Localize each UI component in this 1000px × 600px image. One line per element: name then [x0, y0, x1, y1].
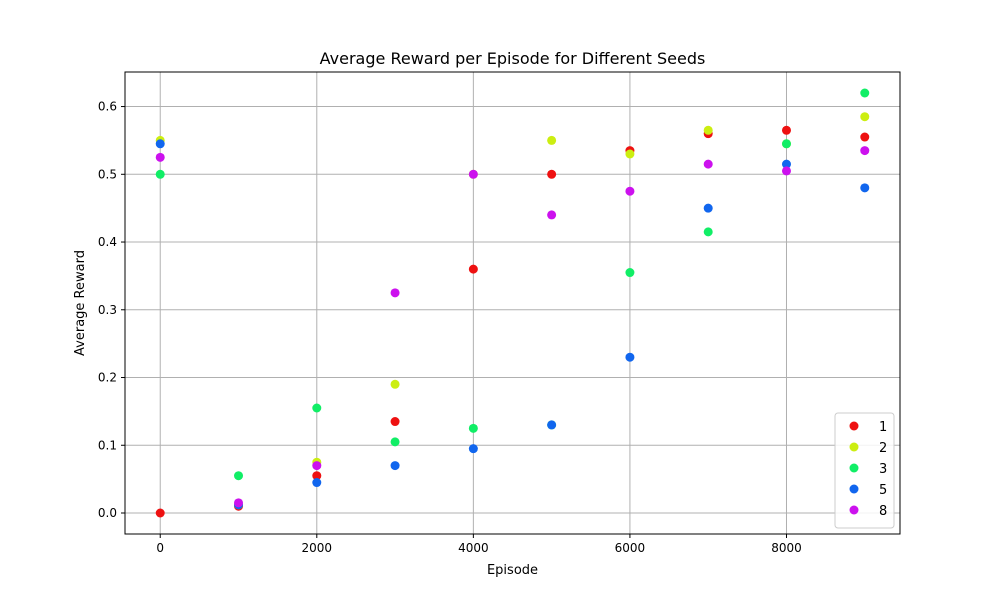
data-point — [390, 288, 400, 298]
x-tick-label: 2000 — [302, 541, 333, 555]
data-point — [390, 379, 400, 389]
y-tick-label: 0.2 — [98, 371, 117, 385]
x-axis-label: Episode — [487, 563, 538, 578]
data-point — [625, 149, 635, 159]
legend-item: 8 — [849, 504, 887, 519]
data-point — [547, 420, 557, 430]
data-point — [625, 268, 635, 278]
data-point — [860, 88, 870, 98]
legend-label: 2 — [879, 441, 887, 456]
data-point — [625, 352, 635, 362]
data-point — [860, 146, 870, 156]
y-tick-label: 0.1 — [98, 438, 117, 452]
data-point — [468, 264, 478, 274]
data-point — [155, 139, 165, 149]
legend-label: 3 — [879, 462, 887, 477]
data-point — [625, 186, 635, 196]
data-point — [781, 166, 791, 176]
data-point — [312, 461, 322, 471]
y-tick-label: 0.3 — [98, 303, 117, 317]
legend-label: 1 — [879, 420, 887, 435]
x-tick-label: 8000 — [771, 541, 802, 555]
legend-marker — [849, 421, 859, 431]
data-point — [860, 183, 870, 193]
y-axis-label: Average Reward — [73, 250, 88, 356]
x-tick-label: 0 — [156, 541, 164, 555]
data-point — [860, 132, 870, 142]
data-point — [547, 135, 557, 145]
legend-label: 8 — [879, 504, 887, 519]
chart-title: Average Reward per Episode for Different… — [320, 49, 706, 68]
legend: 1 2 3 5 8 — [834, 412, 895, 529]
y-tick-label: 0.4 — [98, 235, 117, 249]
data-point — [390, 437, 400, 447]
data-point — [312, 403, 322, 413]
legend-item: 1 — [849, 420, 887, 435]
data-point — [155, 152, 165, 162]
plot-area-frame — [124, 71, 901, 535]
series-8 — [155, 146, 870, 508]
data-point — [860, 112, 870, 122]
legend-label: 5 — [879, 483, 887, 498]
data-point — [781, 159, 791, 169]
grid — [125, 72, 900, 534]
data-point — [703, 203, 713, 213]
data-point — [234, 471, 244, 481]
data-point — [468, 169, 478, 179]
data-points — [155, 88, 870, 518]
data-point — [390, 461, 400, 471]
data-point — [312, 471, 322, 481]
series-5 — [155, 139, 870, 510]
y-tick-label: 0.6 — [98, 100, 117, 114]
data-point — [547, 169, 557, 179]
data-point — [781, 139, 791, 149]
y-tick-label: 0.0 — [98, 506, 117, 520]
x-tick-label: 6000 — [615, 541, 646, 555]
data-point — [312, 478, 322, 488]
data-point — [781, 125, 791, 135]
data-point — [468, 423, 478, 433]
data-point — [155, 508, 165, 518]
data-point — [468, 444, 478, 454]
legend-box — [834, 412, 895, 529]
data-point — [703, 159, 713, 169]
legend-item: 5 — [849, 483, 887, 498]
data-point — [390, 417, 400, 427]
axis-ticks: 0 2000 4000 6000 8000 0.0 0.1 0.2 0.3 0.4 0.5 0.6 — [98, 100, 802, 555]
legend-item: 3 — [849, 462, 887, 477]
legend-marker — [849, 442, 859, 452]
legend-marker — [849, 463, 859, 473]
legend-marker — [849, 484, 859, 494]
data-point — [703, 125, 713, 135]
data-point — [234, 498, 244, 508]
legend-item: 2 — [849, 441, 887, 456]
data-point — [703, 227, 713, 237]
x-tick-label: 4000 — [458, 541, 489, 555]
legend-marker — [849, 505, 859, 515]
y-tick-label: 0.5 — [98, 167, 117, 181]
data-point — [155, 169, 165, 179]
data-point — [547, 210, 557, 220]
